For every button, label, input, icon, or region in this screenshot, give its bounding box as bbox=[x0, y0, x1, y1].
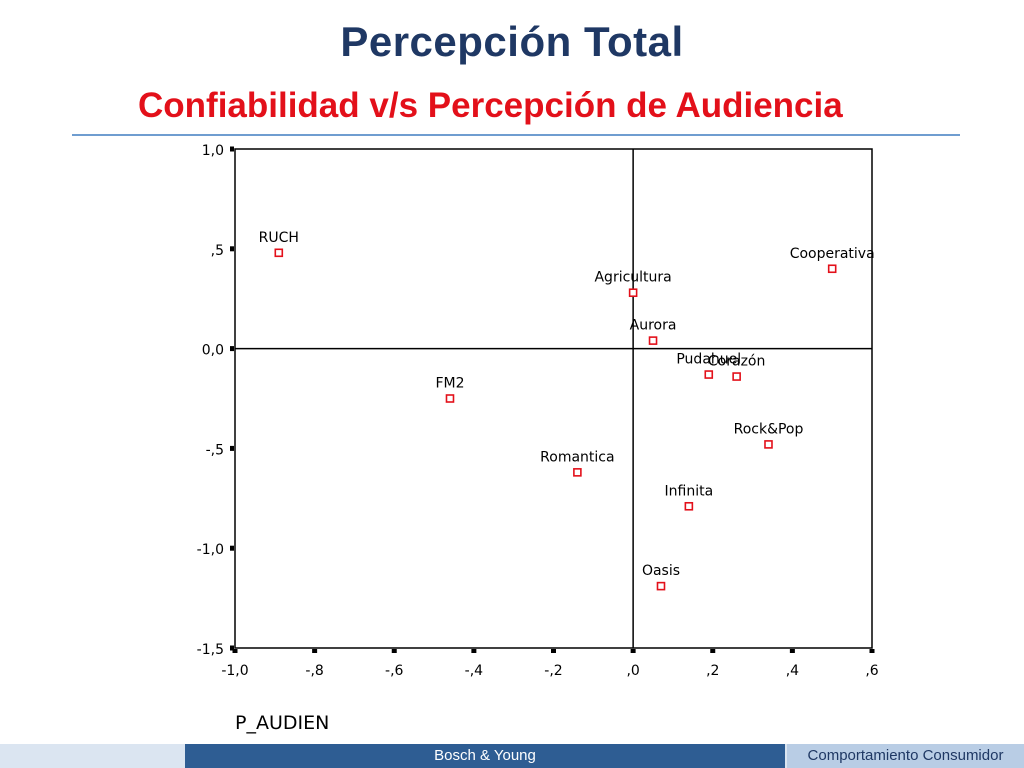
x-tick-mark bbox=[391, 649, 397, 653]
y-tick-mark bbox=[230, 346, 234, 352]
x-tick-mark bbox=[789, 649, 795, 653]
x-tick-mark bbox=[232, 649, 238, 653]
y-tick-label: -1,0 bbox=[197, 542, 224, 558]
slide-title: Percepción Total bbox=[340, 18, 684, 65]
y-tick-label: -1,5 bbox=[197, 642, 224, 658]
x-axis-label: P_AUDIEN bbox=[235, 712, 329, 734]
x-tick-label: -,2 bbox=[544, 663, 562, 679]
data-point bbox=[573, 468, 582, 477]
x-tick-mark bbox=[710, 649, 716, 653]
data-point-label: Agricultura bbox=[594, 270, 671, 286]
x-tick-mark bbox=[630, 649, 636, 653]
data-point bbox=[684, 501, 694, 511]
y-tick-mark bbox=[230, 146, 234, 152]
plot-frame bbox=[234, 148, 873, 649]
data-point-label: Infinita bbox=[665, 483, 714, 499]
footer-course: Comportamiento Consumidor bbox=[787, 744, 1024, 768]
x-tick-label: ,6 bbox=[865, 663, 878, 679]
y-tick-mark bbox=[230, 645, 234, 651]
data-point-label: FM2 bbox=[435, 376, 464, 392]
data-point bbox=[732, 372, 741, 381]
footer-author: Bosch & Young bbox=[185, 744, 785, 768]
x-tick-mark bbox=[869, 649, 875, 653]
x-tick-label: -,4 bbox=[465, 663, 484, 679]
data-point-label: Aurora bbox=[630, 318, 677, 334]
x-tick-label: ,0 bbox=[626, 663, 639, 679]
x-tick-label: -,8 bbox=[305, 663, 323, 679]
data-point bbox=[628, 288, 638, 298]
data-point bbox=[827, 264, 837, 274]
title-divider bbox=[72, 134, 960, 136]
data-point-label: Cooperativa bbox=[790, 246, 875, 262]
data-point bbox=[445, 394, 455, 403]
y-tick-mark bbox=[230, 445, 234, 451]
data-point-label: Romantica bbox=[540, 449, 614, 465]
x-tick-label: -,6 bbox=[385, 663, 404, 679]
data-point bbox=[764, 440, 773, 449]
slide-subtitle: Confiabilidad v/s Percepción de Audienci… bbox=[138, 86, 843, 125]
x-tick-label: ,2 bbox=[706, 663, 719, 679]
data-point bbox=[656, 581, 666, 591]
scatter-chart: 1,0 ,5 0,0 -,5 -1,0 -1,5 -1,0 -,8 -,6 -,4 -,2 ,0 ,2,… bbox=[197, 143, 879, 734]
y-tick-label: 1,0 bbox=[202, 143, 224, 159]
x-tick-mark bbox=[471, 649, 477, 653]
data-point-label: Rock&Pop bbox=[734, 421, 804, 437]
x-tick-label: -1,0 bbox=[221, 663, 248, 679]
data-point-label: Corazón bbox=[708, 354, 765, 370]
x-tick-label: ,4 bbox=[786, 663, 799, 679]
data-point-label: Oasis bbox=[642, 563, 680, 579]
y-tick-label: -,5 bbox=[206, 442, 224, 458]
data-point bbox=[648, 336, 658, 345]
y-tick-label: 0,0 bbox=[202, 343, 224, 359]
data-point bbox=[704, 370, 714, 379]
data-point bbox=[274, 248, 284, 258]
data-point-label: Pudahuel bbox=[676, 352, 741, 368]
y-tick-mark bbox=[230, 545, 234, 551]
y-tick-mark bbox=[230, 246, 234, 252]
x-tick-mark bbox=[551, 649, 556, 653]
y-tick-label: ,5 bbox=[211, 243, 224, 259]
x-tick-mark bbox=[312, 649, 318, 653]
data-point-label: RUCH bbox=[259, 230, 299, 246]
